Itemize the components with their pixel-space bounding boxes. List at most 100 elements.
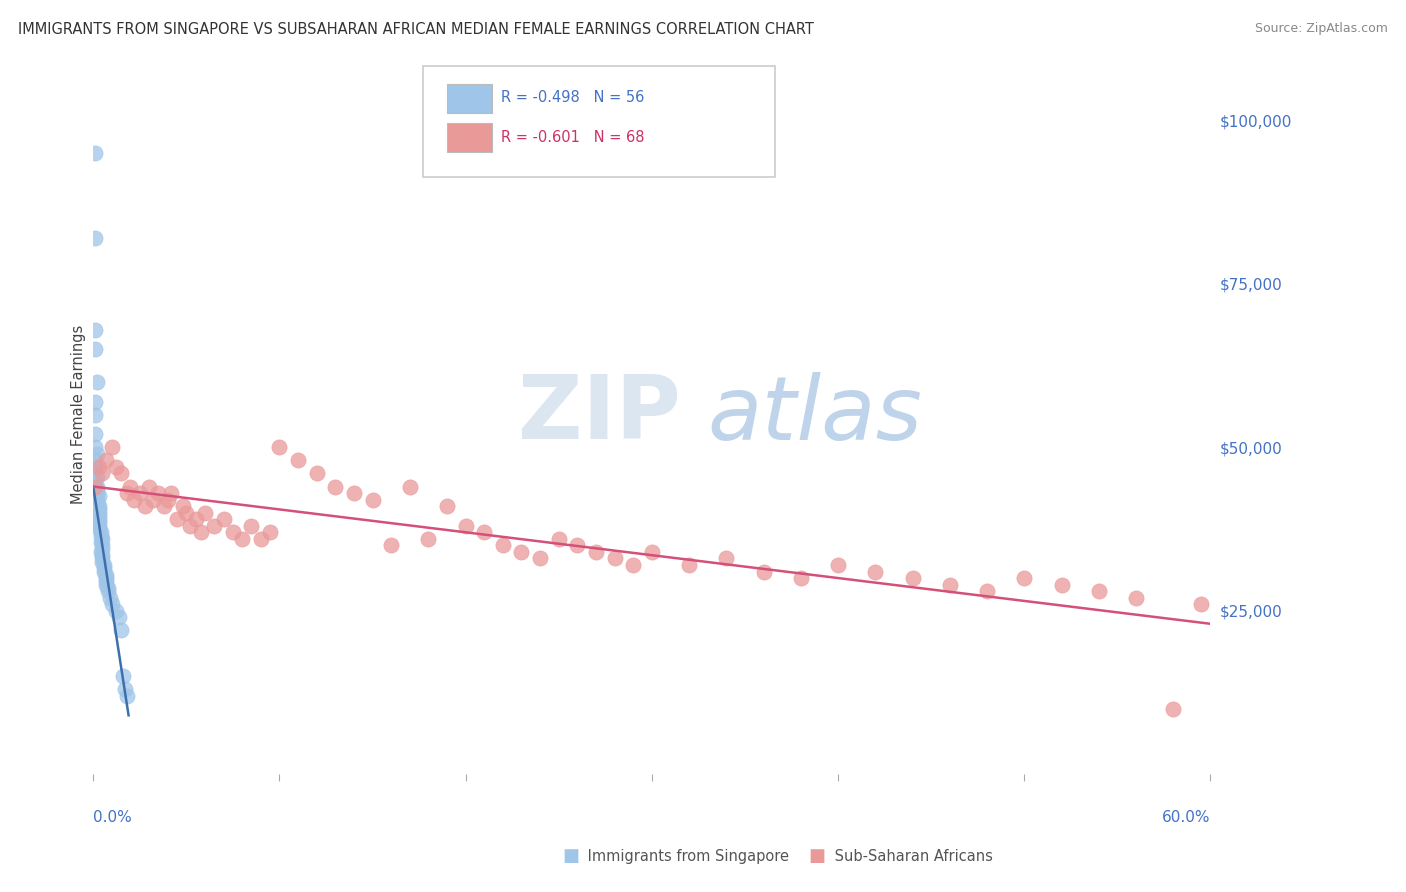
Point xyxy=(86,447,108,461)
Point xyxy=(84,394,107,409)
Point xyxy=(84,459,107,474)
Point xyxy=(128,486,150,500)
Point xyxy=(1012,571,1035,585)
Point xyxy=(174,506,197,520)
Point xyxy=(172,499,194,513)
Point xyxy=(86,486,108,500)
Point xyxy=(148,486,170,500)
Point xyxy=(184,512,207,526)
Point xyxy=(98,591,121,605)
Point xyxy=(418,532,440,546)
Point xyxy=(641,545,664,559)
Point xyxy=(827,558,849,572)
Point xyxy=(529,551,551,566)
Text: IMMIGRANTS FROM SINGAPORE VS SUBSAHARAN AFRICAN MEDIAN FEMALE EARNINGS CORRELATI: IMMIGRANTS FROM SINGAPORE VS SUBSAHARAN … xyxy=(18,22,814,37)
Y-axis label: Median Female Earnings: Median Female Earnings xyxy=(72,325,86,504)
Point xyxy=(84,343,107,357)
Point xyxy=(87,518,110,533)
Point xyxy=(96,574,118,589)
Point xyxy=(97,584,120,599)
Point xyxy=(1050,577,1073,591)
Point xyxy=(287,453,309,467)
Point xyxy=(179,518,201,533)
Point xyxy=(86,492,108,507)
Point xyxy=(231,532,253,546)
Text: 0.0%: 0.0% xyxy=(93,810,132,825)
Point xyxy=(84,473,107,487)
Point xyxy=(97,581,120,595)
Point xyxy=(101,440,124,454)
Point xyxy=(1087,584,1109,599)
Point xyxy=(93,561,115,575)
Point xyxy=(249,532,271,546)
Point xyxy=(305,467,328,481)
Point xyxy=(86,375,108,389)
Point xyxy=(90,525,112,540)
Text: Source: ZipAtlas.com: Source: ZipAtlas.com xyxy=(1254,22,1388,36)
Point xyxy=(240,518,263,533)
Point xyxy=(110,467,132,481)
Point xyxy=(91,548,114,562)
Point xyxy=(96,567,118,582)
FancyBboxPatch shape xyxy=(447,123,492,153)
Point xyxy=(87,459,110,474)
Point xyxy=(454,518,477,533)
Point xyxy=(87,499,110,513)
Point xyxy=(323,479,346,493)
Point xyxy=(166,512,188,526)
Point xyxy=(603,551,626,566)
Point xyxy=(87,516,110,530)
Text: Immigrants from Singapore: Immigrants from Singapore xyxy=(583,849,790,863)
Point xyxy=(93,565,115,579)
Point xyxy=(269,440,291,454)
Point xyxy=(111,669,134,683)
Point xyxy=(84,408,107,422)
Point xyxy=(84,453,107,467)
Point xyxy=(156,492,179,507)
Point xyxy=(976,584,998,599)
Point xyxy=(621,558,644,572)
Point xyxy=(96,577,118,591)
Point xyxy=(87,502,110,516)
Point xyxy=(752,565,775,579)
Point xyxy=(115,486,138,500)
Point xyxy=(716,551,738,566)
Point xyxy=(380,538,402,552)
Point xyxy=(222,525,245,540)
Point xyxy=(114,682,136,697)
Point xyxy=(91,532,114,546)
Point xyxy=(84,467,107,481)
Point xyxy=(790,571,813,585)
Point xyxy=(472,525,495,540)
Point xyxy=(678,558,700,572)
Text: R = -0.498   N = 56: R = -0.498 N = 56 xyxy=(501,90,644,105)
Point xyxy=(91,541,114,556)
Point xyxy=(547,532,569,546)
Point xyxy=(1189,597,1212,611)
Point xyxy=(398,479,420,493)
Point xyxy=(492,538,515,552)
Point xyxy=(91,467,114,481)
FancyBboxPatch shape xyxy=(423,66,775,178)
Point xyxy=(90,535,112,549)
Point xyxy=(96,453,118,467)
Text: R = -0.601   N = 68: R = -0.601 N = 68 xyxy=(501,130,644,145)
Point xyxy=(87,522,110,536)
Point xyxy=(101,597,124,611)
Point xyxy=(90,545,112,559)
FancyBboxPatch shape xyxy=(447,84,492,112)
Text: ■: ■ xyxy=(562,847,579,865)
Point xyxy=(108,610,131,624)
Point xyxy=(142,492,165,507)
Point xyxy=(190,525,212,540)
Point xyxy=(343,486,366,500)
Point xyxy=(901,571,924,585)
Point xyxy=(361,492,384,507)
Point xyxy=(122,492,145,507)
Point xyxy=(86,479,108,493)
Point xyxy=(194,506,217,520)
Point xyxy=(87,512,110,526)
Point xyxy=(84,427,107,442)
Text: Sub-Saharan Africans: Sub-Saharan Africans xyxy=(830,849,993,863)
Point xyxy=(90,528,112,542)
